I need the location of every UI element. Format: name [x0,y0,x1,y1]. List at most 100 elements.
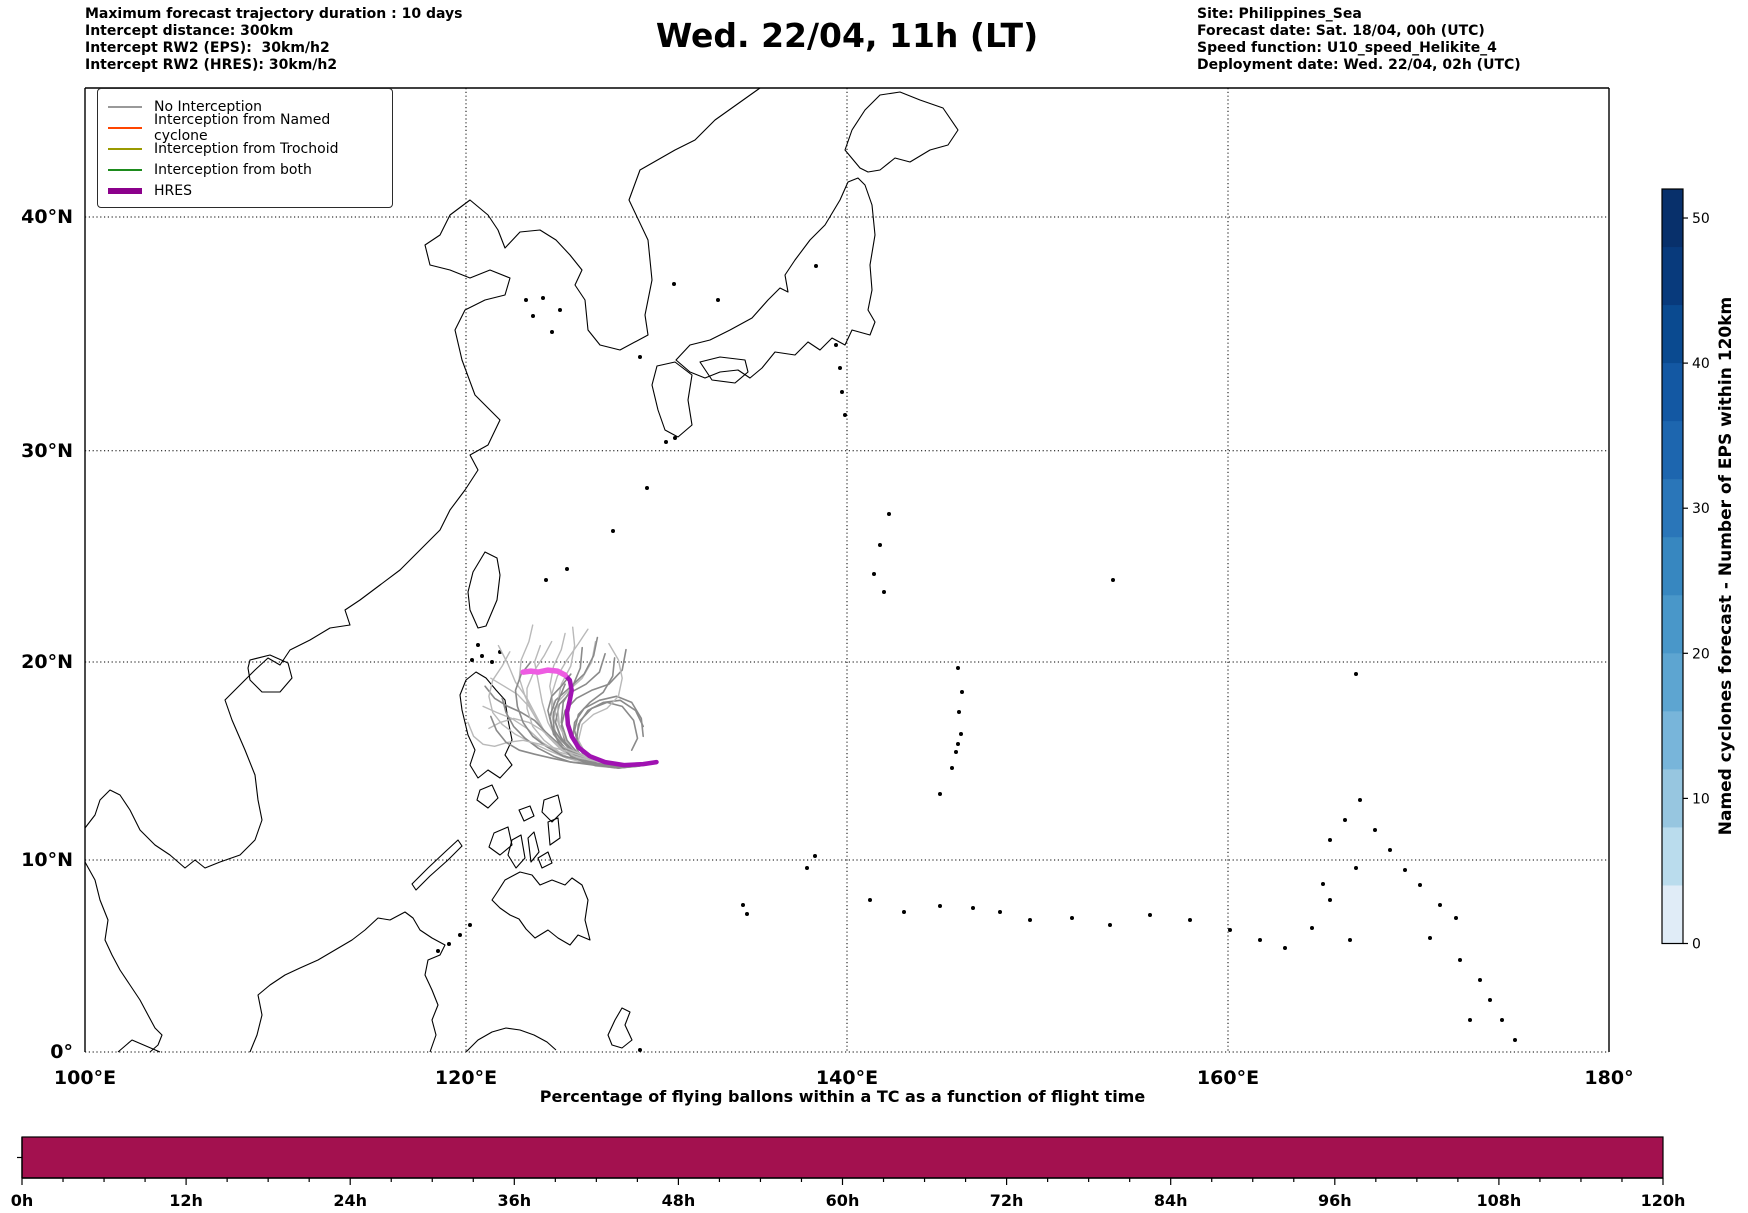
bar-tick-label: 12h [169,1191,203,1210]
island-speck [840,390,844,394]
coast-masbate [518,805,535,822]
island-speck [957,710,961,714]
header-right-line: Forecast date: Sat. 18/04, 00h (UTC) [1197,23,1485,39]
coast-leyte [547,817,561,846]
bar-tick-label: 120h [1641,1191,1686,1210]
island-speck [550,330,554,334]
island-speck [1388,848,1392,852]
island-speck [476,643,480,647]
island-specks [436,264,1517,1052]
colorbar-segment [1662,247,1683,306]
island-speck [1310,926,1314,930]
island-speck [971,906,975,910]
bar-tick-label: 96h [1318,1191,1352,1210]
bar-tick-label: 84h [1154,1191,1188,1210]
island-speck [1228,928,1232,932]
coast-mainland-asia [84,87,761,869]
island-speck [938,792,942,796]
island-speck [531,314,535,318]
island-speck [716,298,720,302]
colorbar-segment [1662,189,1683,248]
island-speck [447,942,451,946]
legend-item: Interception from Named cyclone [108,112,382,144]
colorbar-segment [1662,305,1683,364]
ytick-label: 40°N [21,206,73,228]
colorbar-segment [1662,595,1683,654]
island-speck [741,903,745,907]
coast-luzon [459,671,513,779]
island-speck [1373,828,1377,832]
island-speck [1418,883,1422,887]
island-speck [1468,1018,1472,1022]
legend-box: No Interception Interception from Named c… [97,88,393,208]
colorbar-tick-label: 10 [1692,791,1710,807]
xtick-label: 120°E [435,1067,497,1089]
island-speck [1488,998,1492,1002]
legend-item-label: HRES [154,182,192,199]
island-speck [1500,1018,1504,1022]
legend-line-swatch [108,126,142,129]
colorbar: 0 10 20 30 40 50 [1661,188,1710,953]
colorbar-segment [1662,421,1683,480]
island-speck [645,486,649,490]
island-speck [956,666,960,670]
island-speck [745,912,749,916]
legend-line-swatch [108,168,142,171]
island-speck [1478,978,1482,982]
island-speck [638,1048,642,1052]
legend-item: No Interception [108,96,382,117]
island-speck [664,440,668,444]
legend-item-label: Interception from Trochoid [154,140,339,157]
island-speck [1111,578,1115,582]
colorbar-tick-label: 0 [1692,937,1701,953]
island-speck [1028,918,1032,922]
island-speck [490,660,494,664]
island-speck [1283,946,1287,950]
island-speck [468,923,472,927]
island-speck [1328,898,1332,902]
colorbar-tick-label: 50 [1692,211,1710,227]
island-speck [1148,913,1152,917]
island-speck [1258,938,1262,942]
island-speck [565,567,569,571]
coast-sumatra [117,1039,161,1053]
xtick-label: 180° [1584,1067,1633,1089]
coast-taiwan [467,551,501,629]
island-speck [805,866,809,870]
island-speck [878,543,882,547]
legend-item-label: No Interception [154,98,263,115]
header-left-line: Intercept RW2 (HRES): 30km/h2 [85,57,338,73]
island-speck [843,413,847,417]
island-speck [868,898,872,902]
coast-sulawesi [465,1027,557,1053]
legend-line-swatch [108,187,142,194]
legend-item-label: Interception from both [154,161,312,178]
legend-item: Interception from Trochoid [108,138,382,159]
header-left-line: Maximum forecast trajectory duration : 1… [85,6,463,22]
legend-line-swatch [108,105,142,108]
coast-mindanao [491,871,591,946]
colorbar-segment [1662,769,1683,829]
colorbar-segment [1662,885,1683,945]
trajectories-layer [467,624,659,769]
colorbar-tick-label: 30 [1692,501,1710,517]
colorbar-segment [1662,827,1683,887]
island-speck [541,296,545,300]
island-speck [813,854,817,858]
legend-item: HRES [108,180,382,201]
island-speck [954,750,958,754]
ytick-label: 30°N [21,440,73,462]
island-speck [838,366,842,370]
island-speck [1354,866,1358,870]
island-speck [458,933,462,937]
xtick-label: 160°E [1197,1067,1259,1089]
ytick-label: 10°N [21,849,73,871]
bar-tick-label: 60h [826,1191,860,1210]
island-speck [524,298,528,302]
coast-bohol [537,851,553,869]
colorbar-segment [1662,537,1683,596]
island-speck [960,690,964,694]
island-speck [1348,938,1352,942]
header-right-line: Site: Philippines_Sea [1197,6,1362,22]
